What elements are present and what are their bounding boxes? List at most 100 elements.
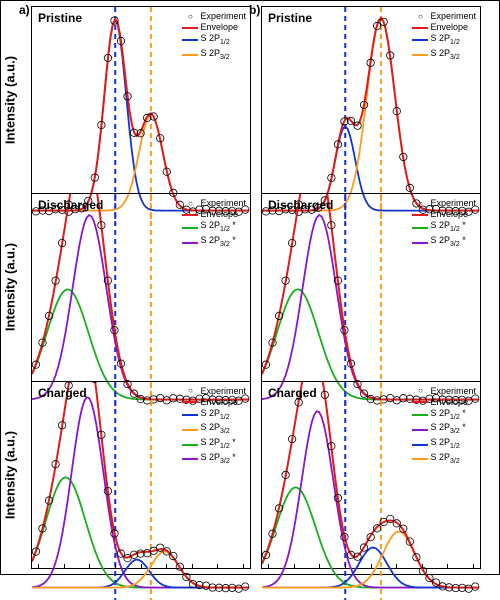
legend: ○ExperimentEnvelopeS 2P1/2 *S 2P3/2 *S 2… [412,386,476,467]
legend-label-envelope: Envelope [200,22,238,33]
legend-row-envelope: Envelope [412,397,476,408]
legend-label-S2p32: S 2P3/2 [200,48,229,63]
legend-swatch-S2p12s [182,227,198,229]
legend-label-S2p12: S 2P1/2 [430,33,459,48]
legend-label-experiment: Experiment [200,198,246,209]
legend-row-envelope: Envelope [412,22,476,33]
legend-swatch-envelope [182,27,198,29]
legend-swatch-envelope [412,214,428,216]
legend: ○ExperimentEnvelopeS 2P1/2S 2P3/2 [412,11,476,63]
legend-row-S2p32s: S 2P3/2 * [182,452,246,467]
legend-row-S2p12: S 2P1/2 [412,33,476,48]
legend-marker-experiment: ○ [182,200,198,208]
legend-swatch-S2p32 [412,54,428,56]
y-axis-label: Intensity (a.u.) [3,56,18,144]
panel-b-pristine: Pristine ○ExperimentEnvelopeS 2P1/2S 2P3… [261,6,481,194]
legend-label-S2p12s: S 2P1/2 * [200,437,235,452]
legend-swatch-S2p12s [412,227,428,229]
legend-swatch-envelope [412,27,428,29]
legend-swatch-S2p32 [182,54,198,56]
legend-row-envelope: Envelope [182,209,246,220]
legend-label-experiment: Experiment [430,11,476,22]
panel-b-discharged: Discharged ○ExperimentEnvelopeS 2P1/2 *S… [261,193,481,381]
legend: ○ExperimentEnvelopeS 2P1/2 *S 2P3/2 * [182,198,246,250]
legend-row-S2p12: S 2P1/2 [182,408,246,423]
legend-row-S2p32s: S 2P3/2 * [412,422,476,437]
legend-label-envelope: Envelope [430,209,468,220]
xps-figure: a) b) Intensity (a.u.) Pristine ○Experim… [0,0,500,575]
legend-label-S2p32: S 2P3/2 [430,48,459,63]
legend-swatch-envelope [182,214,198,216]
legend-swatch-S2p32s [182,458,198,460]
legend-marker-experiment: ○ [412,387,428,395]
legend-row-experiment: ○Experiment [412,386,476,397]
panel-a-charged: Intensity (a.u.) Charged ○ExperimentEnve… [31,381,251,569]
legend-label-envelope: Envelope [200,397,238,408]
legend-swatch-S2p12 [412,39,428,41]
legend-swatch-S2p12s [412,414,428,416]
legend-marker-experiment: ○ [412,200,428,208]
legend-label-experiment: Experiment [200,386,246,397]
legend-marker-experiment: ○ [412,13,428,21]
legend-label-S2p32: S 2P3/2 [430,452,459,467]
legend-row-S2p12s: S 2P1/2 * [182,220,246,235]
legend-swatch-envelope [412,401,428,403]
legend-row-experiment: ○Experiment [412,11,476,22]
panel-title: Discharged [38,198,103,212]
legend-label-S2p12s: S 2P1/2 * [430,408,465,423]
legend-label-S2p32s: S 2P3/2 * [430,235,465,250]
legend-swatch-S2p32 [182,429,198,431]
legend-label-experiment: Experiment [200,11,246,22]
legend-row-experiment: ○Experiment [182,386,246,397]
legend-row-experiment: ○Experiment [182,11,246,22]
panel-a-pristine: Intensity (a.u.) Pristine ○ExperimentEnv… [31,6,251,194]
legend-row-S2p12s: S 2P1/2 * [412,220,476,235]
legend-swatch-S2p32 [412,458,428,460]
legend-label-S2p32s: S 2P3/2 * [200,452,235,467]
legend-label-envelope: Envelope [430,397,468,408]
legend-swatch-S2p32s [412,429,428,431]
panel-title: Discharged [268,198,333,212]
panel-a-discharged: Intensity (a.u.) Discharged ○ExperimentE… [31,193,251,381]
legend-swatch-S2p12 [412,444,428,446]
legend-row-S2p32s: S 2P3/2 * [182,235,246,250]
y-axis-label: Intensity (a.u.) [3,431,18,519]
legend-row-envelope: Envelope [182,22,246,33]
legend-label-experiment: Experiment [430,198,476,209]
legend-marker-experiment: ○ [182,13,198,21]
legend-swatch-S2p32s [412,242,428,244]
legend-label-S2p12: S 2P1/2 [200,33,229,48]
x-ticks [32,564,250,568]
legend-swatch-envelope [182,401,198,403]
legend: ○ExperimentEnvelopeS 2P1/2S 2P3/2 [182,11,246,63]
legend-marker-experiment: ○ [182,387,198,395]
legend-row-S2p32: S 2P3/2 [182,48,246,63]
panel-title: Charged [38,386,87,400]
column-a: Intensity (a.u.) Pristine ○ExperimentEnv… [31,6,251,569]
legend-row-experiment: ○Experiment [182,198,246,209]
legend-swatch-S2p12s [182,444,198,446]
panel-title: Charged [268,386,317,400]
curve-S2p12s [32,477,248,587]
legend-row-envelope: Envelope [412,209,476,220]
legend-label-S2p12: S 2P1/2 [200,408,229,423]
legend-swatch-S2p32s [182,242,198,244]
legend-label-envelope: Envelope [430,22,468,33]
panel-title: Pristine [268,11,312,25]
legend-label-S2p12s: S 2P1/2 * [200,220,235,235]
legend-row-S2p32: S 2P3/2 [412,48,476,63]
legend-row-S2p32s: S 2P3/2 * [412,235,476,250]
legend-label-S2p12: S 2P1/2 [430,437,459,452]
legend-row-experiment: ○Experiment [412,198,476,209]
panel-title: Pristine [38,11,82,25]
legend-swatch-S2p12 [182,39,198,41]
legend-row-envelope: Envelope [182,397,246,408]
legend-row-S2p32: S 2P3/2 [412,452,476,467]
legend-row-S2p12s: S 2P1/2 * [412,408,476,423]
legend-label-envelope: Envelope [200,209,238,220]
legend-row-S2p32: S 2P3/2 [182,422,246,437]
legend: ○ExperimentEnvelopeS 2P1/2S 2P3/2S 2P1/2… [182,386,246,467]
legend-label-experiment: Experiment [430,386,476,397]
legend-row-S2p12: S 2P1/2 [412,437,476,452]
panel-b-charged: Charged ○ExperimentEnvelopeS 2P1/2 *S 2P… [261,381,481,569]
